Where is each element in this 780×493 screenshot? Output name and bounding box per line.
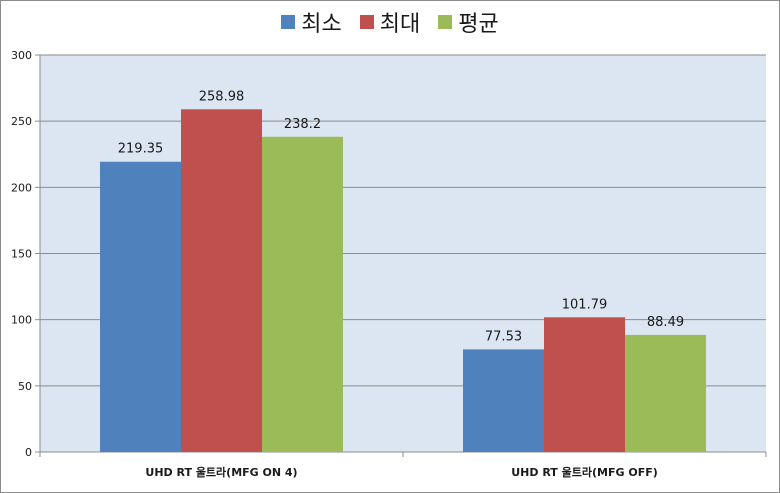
y-tick-label: 300	[11, 49, 32, 62]
data-label: 101.79	[562, 297, 608, 312]
y-tick-label: 100	[11, 314, 32, 327]
legend-label: 평균	[458, 12, 499, 37]
legend-item: 평균	[438, 6, 499, 38]
data-label: 219.35	[118, 142, 164, 157]
bar-3-2	[625, 334, 706, 452]
bar-3-1	[262, 136, 343, 453]
category-label: UHD RT 울트라(MFG OFF)	[511, 465, 658, 479]
legend-item: 최소	[281, 6, 342, 38]
legend-item: 최대	[359, 6, 421, 38]
data-label: 258.98	[199, 89, 245, 104]
data-label: 77.53	[485, 329, 522, 344]
y-tick-label: 50	[18, 380, 32, 393]
y-tick-label: 0	[25, 446, 32, 459]
legend-swatch	[359, 15, 374, 29]
y-tick-label: 250	[11, 115, 32, 128]
data-label: 238.2	[284, 117, 321, 132]
bar-1-1	[100, 161, 181, 452]
legend-swatch	[438, 15, 453, 29]
y-tick-label: 200	[11, 181, 32, 194]
legend-label: 최대	[379, 12, 421, 37]
bar-1-2	[463, 349, 544, 452]
bar-2-2	[544, 317, 625, 452]
legend-label: 최소	[301, 12, 342, 37]
data-label: 88.49	[647, 315, 684, 330]
category-label: UHD RT 울트라(MFG ON 4)	[145, 465, 297, 479]
bar-2-1	[181, 109, 262, 452]
legend: 최소 최대 평균	[0, 6, 780, 38]
legend-swatch	[281, 15, 296, 29]
y-tick-label: 150	[11, 248, 32, 261]
